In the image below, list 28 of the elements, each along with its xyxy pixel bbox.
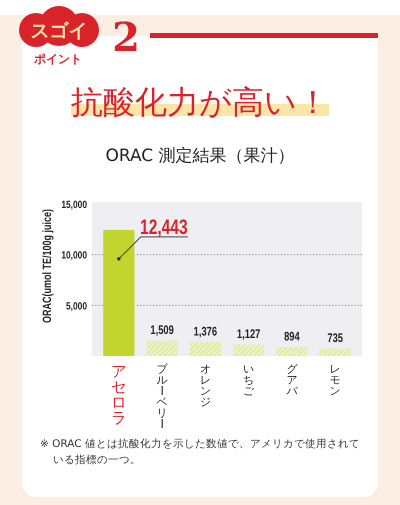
bar — [103, 230, 134, 356]
bar — [190, 342, 221, 356]
y-axis-title: ORAC(umol TE/100g juice) — [40, 209, 54, 323]
bar — [233, 344, 264, 356]
bar — [320, 348, 351, 356]
x-tick-label: いちご — [243, 362, 256, 398]
x-tick-label: グアバ — [285, 362, 298, 398]
chart-title: 抗酸化力が高い！ — [71, 83, 329, 121]
data-label: 894 — [284, 330, 300, 344]
data-label: 1,376 — [194, 325, 218, 339]
y-tick-label: 10,000 — [61, 250, 87, 262]
x-tick-label: レモン — [330, 362, 341, 398]
y-tick-label: 5,000 — [66, 300, 87, 313]
text: ※ ORAC 値とは抗酸化力を示した数値で、アメリカで使用されている指標の一つ。 — [40, 437, 361, 468]
data-label: 735 — [327, 332, 343, 346]
y-tick-label: 15,000 — [61, 199, 87, 212]
annotation: 12,443 — [140, 214, 188, 238]
x-tick-label: オレンジ — [200, 362, 211, 409]
text: 2 — [112, 14, 140, 61]
text: ポイント — [33, 52, 82, 66]
bar — [276, 346, 308, 356]
x-tick-label: アセロラ — [110, 362, 127, 428]
text: スゴイ — [30, 20, 88, 42]
x-tick-label: ブルーベリー — [154, 362, 169, 429]
data-label: 1,509 — [150, 324, 174, 338]
chart-subtitle: ORAC 測定結果（果汁） — [105, 146, 295, 166]
bar — [146, 340, 178, 356]
data-label: 1,127 — [236, 328, 260, 342]
